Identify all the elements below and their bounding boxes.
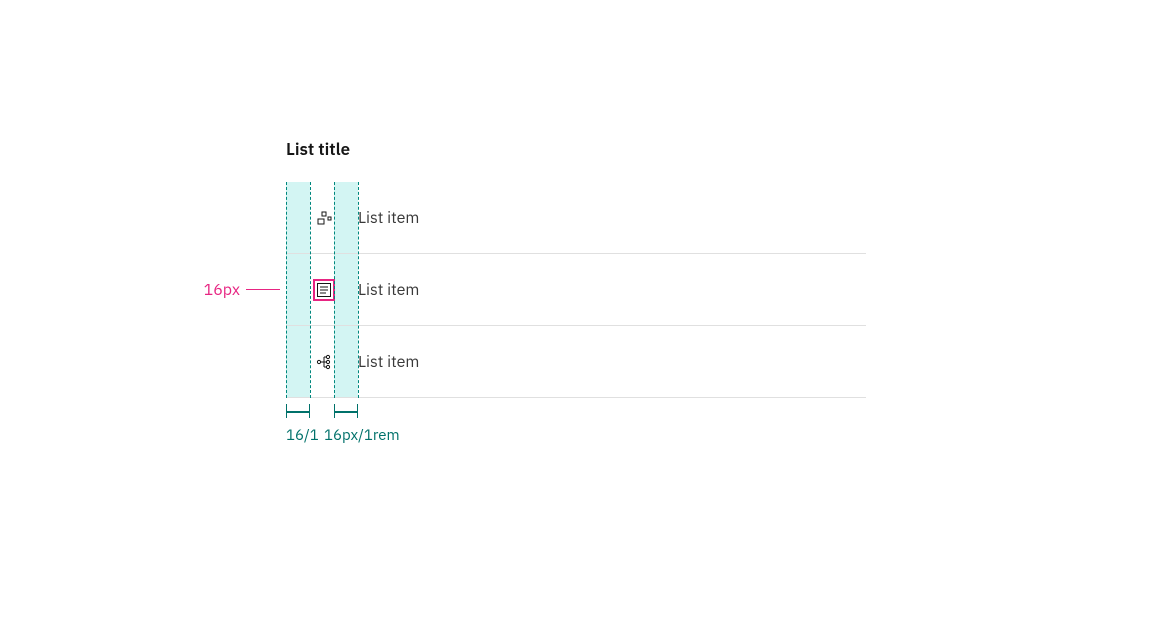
guide-dash xyxy=(310,182,311,398)
document-icon xyxy=(316,282,332,298)
list-item-label: List item xyxy=(358,280,419,300)
guide-dash xyxy=(358,182,359,398)
structured-list: List item 16px List item xyxy=(286,182,866,398)
list-item-label: List item xyxy=(358,208,419,228)
dimension-label: 16/1 xyxy=(286,426,310,445)
dimension-annotations: 16/1 16px/1rem xyxy=(286,404,866,464)
list-row: List item xyxy=(286,326,866,398)
dimension-left: 16/1 xyxy=(286,404,310,445)
list-item-label: List item xyxy=(358,352,419,372)
list-row: List item xyxy=(286,182,866,254)
list-title: List title xyxy=(286,138,866,160)
list-row: 16px List item xyxy=(286,254,866,326)
guide-dash xyxy=(334,182,335,398)
callout-label: 16px xyxy=(204,280,240,300)
callout-line xyxy=(246,289,280,290)
data-vis-icon xyxy=(316,210,332,226)
dimension-right: 16px/1rem xyxy=(334,404,358,445)
size-callout: 16px xyxy=(204,280,280,300)
dimension-label: 16px/1rem xyxy=(324,426,358,445)
network-icon xyxy=(316,354,332,370)
guide-dash xyxy=(286,182,287,398)
